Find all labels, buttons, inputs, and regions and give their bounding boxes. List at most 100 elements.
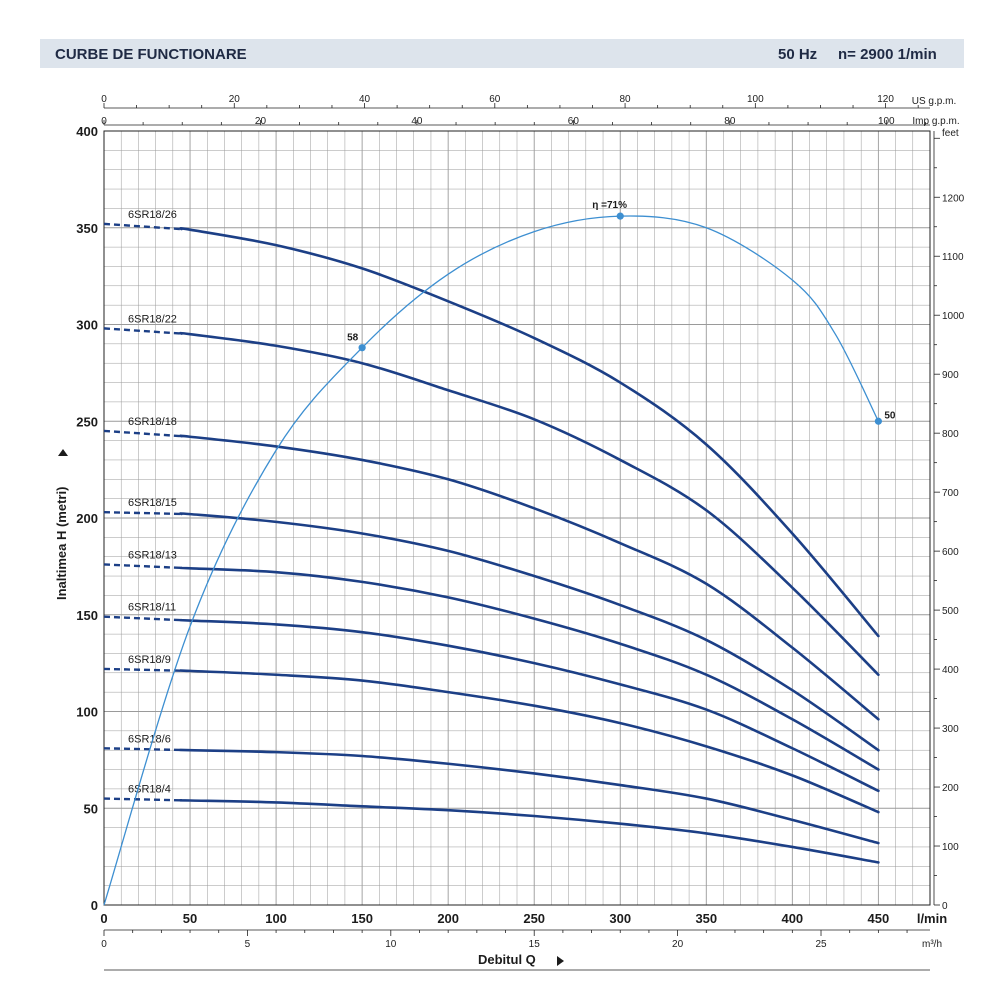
y-axis-arrow-icon [58, 449, 68, 456]
curve-6sr18-11-solid [179, 618, 880, 793]
curve-6sr18-18-label: 6SR18/18 [128, 416, 177, 428]
feet-tick-label: 1200 [942, 193, 965, 204]
imp-gpm-tick-label: 60 [568, 116, 580, 127]
imp-gpm-tick-label: 0 [101, 116, 107, 127]
feet-tick-label: 500 [942, 606, 959, 617]
x-tick-label: 100 [265, 911, 287, 926]
efficiency-curve [103, 215, 879, 906]
us-gpm-tick-label: 80 [620, 94, 632, 105]
axes: 0 50 100 150 200 250 300 350 400 450 l/min05010015… [76, 94, 965, 971]
x-tick-label: 250 [523, 911, 545, 926]
x-tick-label: 0 [100, 911, 107, 926]
us-gpm-tick-label: 20 [229, 94, 241, 105]
feet-tick-label: 700 [942, 488, 959, 499]
curve-6sr18-11-label: 6SR18/11 [128, 602, 176, 614]
feet-tick-label: 400 [942, 665, 959, 676]
curve-6sr18-4-label: 6SR18/4 [128, 784, 171, 796]
us-gpm-unit-label: US g.p.m. [912, 96, 956, 107]
pump-curves: 6SR18/26 6SR18/22 6SR18/18 6SR18/15 6SR18/13… [103, 209, 880, 864]
feet-tick-label: 600 [942, 547, 959, 558]
curve-6sr18-13-dashed [103, 563, 182, 570]
imp-gpm-tick-label: 80 [724, 116, 736, 127]
x-tick-label: 300 [609, 911, 631, 926]
m3h-tick-label: 5 [245, 939, 251, 950]
y-tick-label: 400 [76, 124, 98, 139]
imp-gpm-tick-label: 40 [411, 116, 423, 127]
us-gpm-tick-label: 120 [877, 94, 894, 105]
curve-6sr18-18-dashed [103, 429, 182, 438]
curve-6sr18-9-label: 6SR18/9 [128, 654, 171, 666]
efficiency-point [358, 344, 366, 352]
curve-6sr18-18-solid [179, 434, 880, 721]
us-gpm-tick-label: 40 [359, 94, 371, 105]
y-tick-label: 50 [84, 801, 98, 816]
us-gpm-tick-label: 0 [101, 94, 107, 105]
efficiency-curve-group: 58 η =71% 50 [103, 200, 896, 906]
curve-6sr18-26-solid [179, 227, 880, 638]
feet-unit-label: feet [942, 128, 959, 139]
speed-label: n= 2900 1/min [838, 46, 937, 63]
feet-tick-label: 1000 [942, 311, 965, 322]
curve-6sr18-11-dashed [103, 615, 182, 622]
feet-tick-label: 1100 [942, 252, 964, 263]
imp-gpm-unit-label: Imp g.p.m. [912, 116, 959, 127]
feet-tick-label: 800 [942, 429, 959, 440]
y-tick-label: 100 [76, 705, 98, 720]
curve-6sr18-6-solid [179, 748, 880, 845]
curve-6sr18-6-label: 6SR18/6 [128, 733, 171, 745]
efficiency-point-label: 50 [884, 410, 896, 421]
imp-gpm-tick-label: 100 [878, 116, 895, 127]
feet-tick-label: 100 [942, 842, 959, 853]
feet-tick-label: 900 [942, 370, 959, 381]
curve-6sr18-4-dashed [103, 797, 182, 802]
curve-6sr18-13-solid [179, 566, 880, 771]
x-tick-label: 350 [695, 911, 717, 926]
efficiency-point [616, 212, 624, 220]
y-tick-label: 150 [76, 608, 98, 623]
us-gpm-tick-label: 100 [747, 94, 764, 105]
feet-tick-label: 0 [942, 901, 948, 912]
curve-6sr18-6-dashed [103, 747, 182, 752]
curve-6sr18-4-solid [179, 798, 880, 864]
plot-frame [103, 130, 931, 906]
curve-6sr18-26-dashed [103, 222, 182, 231]
y-tick-label: 200 [76, 511, 98, 526]
curve-6sr18-15-solid [179, 512, 880, 752]
curve-6sr18-13-label: 6SR18/13 [128, 549, 177, 561]
x-tick-label: 400 [781, 911, 803, 926]
x-tick-label: 200 [437, 911, 459, 926]
feet-tick-label: 200 [942, 783, 959, 794]
m3h-tick-label: 20 [672, 939, 684, 950]
m3h-tick-label: 10 [385, 939, 397, 950]
header-bar [40, 39, 964, 68]
frequency-label: 50 Hz [778, 46, 817, 63]
imp-gpm-tick-label: 20 [255, 116, 267, 127]
x-axis-title: Debitul Q [478, 952, 536, 967]
x-tick-label: 450 [868, 911, 890, 926]
m3h-tick-label: 0 [101, 939, 107, 950]
m3h-tick-label: 25 [815, 939, 827, 950]
chart-title: CURBE DE FUNCTIONARE [55, 46, 247, 63]
y-axis-title: Inaltimea H (metri) [54, 487, 69, 600]
x-unit-label: l/min [917, 911, 947, 926]
curve-6sr18-15-dashed [103, 510, 182, 516]
efficiency-point-label: η =71% [592, 200, 627, 211]
y-tick-label: 250 [76, 414, 98, 429]
curve-6sr18-22-solid [179, 331, 880, 677]
x-tick-label: 150 [351, 911, 373, 926]
y-tick-label: 300 [76, 318, 98, 333]
curve-6sr18-22-dashed [103, 327, 182, 335]
us-gpm-tick-label: 60 [489, 94, 501, 105]
y-tick-label: 0 [91, 898, 98, 913]
m3h-unit-label: m³/h [922, 939, 942, 950]
curve-6sr18-9-solid [179, 669, 880, 814]
curve-6sr18-26-label: 6SR18/26 [128, 209, 177, 221]
efficiency-point-label: 58 [347, 333, 359, 344]
curve-6sr18-9-dashed [103, 667, 182, 672]
efficiency-point [874, 417, 882, 425]
x-axis-arrow-icon [557, 956, 564, 966]
feet-tick-label: 300 [942, 724, 959, 735]
curve-6sr18-15-label: 6SR18/15 [128, 497, 177, 509]
x-tick-label: 50 [183, 911, 197, 926]
